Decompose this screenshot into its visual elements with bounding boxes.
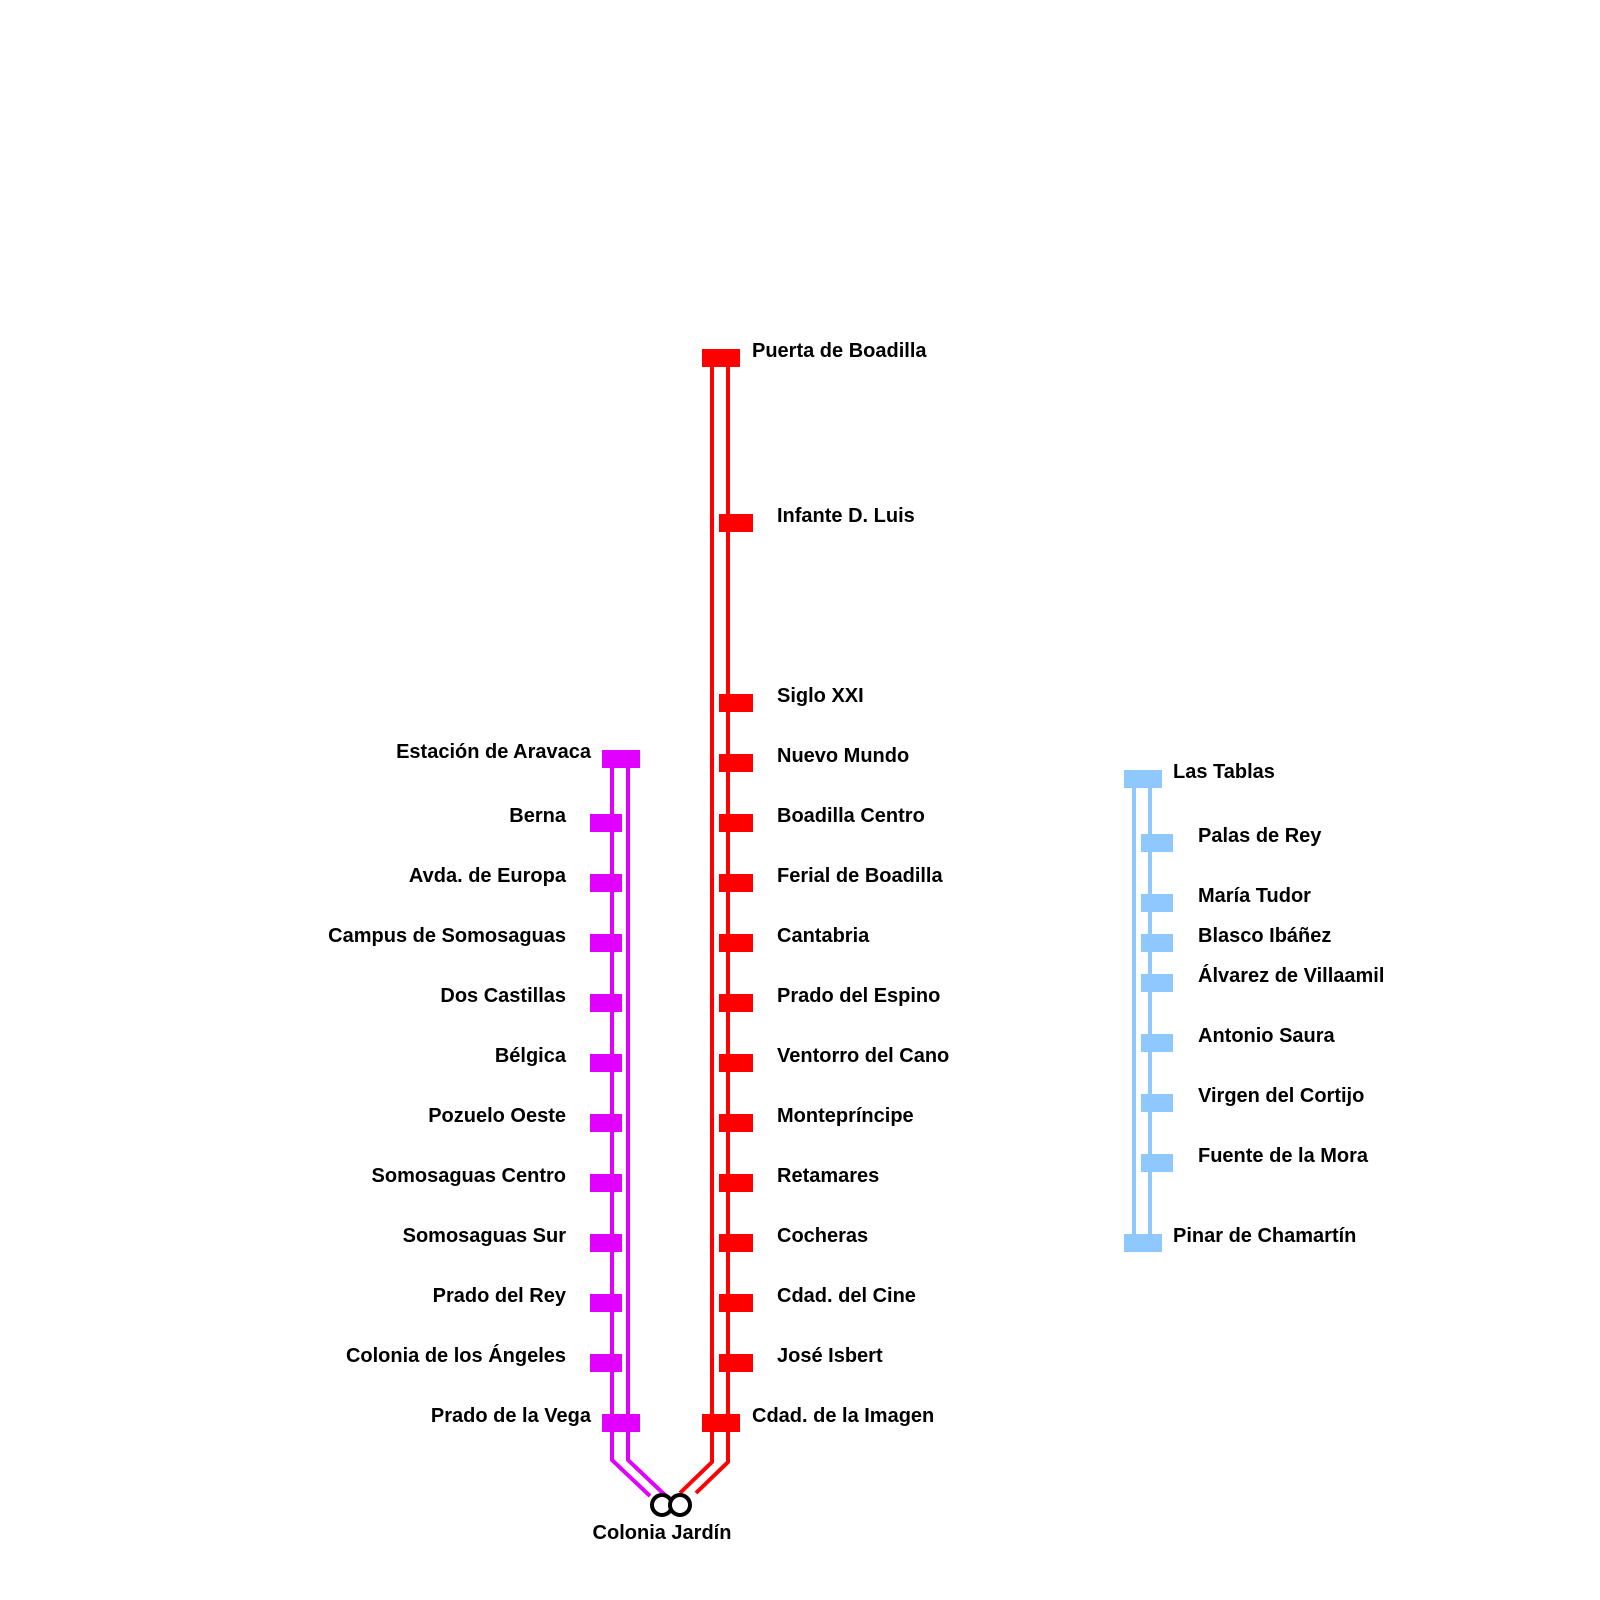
- station-label-prado-de-la-vega: Prado de la Vega: [431, 1405, 592, 1427]
- station-marker-retamares: [719, 1174, 753, 1192]
- red-line-track-1: [678, 365, 714, 1495]
- station-label-belgica: Bélgica: [495, 1045, 567, 1067]
- red-line-track-2: [694, 365, 730, 1495]
- station-label-boadilla-centro: Boadilla Centro: [777, 805, 925, 827]
- blue-line: Las Tablas Palas de Rey María Tudor Blasco …: [1124, 761, 1384, 1252]
- station-marker-dos-castillas: [590, 994, 622, 1012]
- station-marker-alvarez-de-villaamil: [1141, 974, 1173, 992]
- station-label-ventorro-del-cano: Ventorro del Cano: [777, 1045, 949, 1067]
- station-label-nuevo-mundo: Nuevo Mundo: [777, 745, 909, 767]
- station-marker-prado-del-rey: [590, 1294, 622, 1312]
- station-label-alvarez-de-villaamil: Álvarez de Villaamil: [1198, 964, 1384, 987]
- station-marker-berna: [590, 814, 622, 832]
- station-label-jose-isbert: José Isbert: [777, 1345, 883, 1367]
- station-marker-jose-isbert: [719, 1354, 753, 1372]
- station-marker-puerta-de-boadilla: [702, 349, 740, 367]
- station-label-dos-castillas: Dos Castillas: [440, 985, 566, 1007]
- station-label-palas-de-rey: Palas de Rey: [1198, 825, 1322, 847]
- station-label-berna: Berna: [509, 805, 567, 827]
- station-label-cantabria: Cantabria: [777, 925, 870, 947]
- station-marker-prado-del-espino: [719, 994, 753, 1012]
- station-label-virgen-del-cortijo: Virgen del Cortijo: [1198, 1085, 1364, 1107]
- station-label-puerta-de-boadilla: Puerta de Boadilla: [752, 340, 927, 362]
- station-label-prado-del-rey: Prado del Rey: [433, 1285, 567, 1307]
- station-marker-infante-d-luis: [719, 514, 753, 532]
- station-marker-blasco-ibanez: [1141, 934, 1173, 952]
- station-marker-somosaguas-centro: [590, 1174, 622, 1192]
- station-marker-monteprincipe: [719, 1114, 753, 1132]
- station-marker-cdad-de-la-imagen: [702, 1414, 740, 1432]
- station-marker-cocheras: [719, 1234, 753, 1252]
- station-marker-las-tablas: [1124, 770, 1162, 788]
- station-label-somosaguas-centro: Somosaguas Centro: [372, 1165, 566, 1187]
- station-marker-fuente-de-la-mora: [1141, 1154, 1173, 1172]
- station-marker-siglo-xxi: [719, 694, 753, 712]
- station-label-prado-del-espino: Prado del Espino: [777, 985, 940, 1007]
- station-marker-prado-de-la-vega: [602, 1414, 640, 1432]
- station-label-avda-de-europa: Avda. de Europa: [409, 865, 567, 887]
- station-marker-belgica: [590, 1054, 622, 1072]
- station-marker-ferial-de-boadilla: [719, 874, 753, 892]
- station-label-cdad-de-la-imagen: Cdad. de la Imagen: [752, 1405, 934, 1427]
- red-line: Puerta de Boadilla Infante D. Luis Siglo X…: [678, 340, 949, 1495]
- station-label-las-tablas: Las Tablas: [1173, 761, 1275, 783]
- station-marker-cdad-del-cine: [719, 1294, 753, 1312]
- station-label-monteprincipe: Montepríncipe: [777, 1105, 914, 1127]
- station-label-infante-d-luis: Infante D. Luis: [777, 505, 915, 527]
- station-marker-pozuelo-oeste: [590, 1114, 622, 1132]
- interchange-label: Colonia Jardín: [593, 1522, 732, 1544]
- station-marker-cantabria: [719, 934, 753, 952]
- colonia-jardin-interchange: Colonia Jardín: [593, 1493, 732, 1544]
- station-marker-ventorro-del-cano: [719, 1054, 753, 1072]
- station-label-retamares: Retamares: [777, 1165, 879, 1187]
- station-marker-boadilla-centro: [719, 814, 753, 832]
- station-marker-maria-tudor: [1141, 894, 1173, 912]
- magenta-line-track-2: [626, 766, 668, 1498]
- station-label-estacion-de-aravaca: Estación de Aravaca: [396, 741, 592, 763]
- station-marker-colonia-de-los-angeles: [590, 1354, 622, 1372]
- station-label-colonia-de-los-angeles: Colonia de los Ángeles: [346, 1344, 566, 1367]
- station-marker-antonio-saura: [1141, 1034, 1173, 1052]
- station-label-campus-de-somosaguas: Campus de Somosaguas: [328, 925, 566, 947]
- station-marker-pinar-de-chamartin: [1124, 1234, 1162, 1252]
- interchange-icon-right-ring: [668, 1493, 692, 1517]
- station-label-ferial-de-boadilla: Ferial de Boadilla: [777, 865, 943, 887]
- station-label-fuente-de-la-mora: Fuente de la Mora: [1198, 1145, 1369, 1167]
- station-label-somosaguas-sur: Somosaguas Sur: [403, 1225, 567, 1247]
- station-marker-somosaguas-sur: [590, 1234, 622, 1252]
- station-label-cdad-del-cine: Cdad. del Cine: [777, 1285, 916, 1307]
- magenta-line: Estación de Aravaca Berna Avda. de Europa C…: [328, 741, 668, 1498]
- station-label-pinar-de-chamartin: Pinar de Chamartín: [1173, 1225, 1356, 1247]
- station-marker-nuevo-mundo: [719, 754, 753, 772]
- station-marker-estacion-de-aravaca: [602, 750, 640, 768]
- station-label-antonio-saura: Antonio Saura: [1198, 1025, 1336, 1047]
- station-label-blasco-ibanez: Blasco Ibáñez: [1198, 925, 1331, 947]
- station-label-maria-tudor: María Tudor: [1198, 885, 1311, 907]
- station-label-siglo-xxi: Siglo XXI: [777, 685, 864, 707]
- station-label-pozuelo-oeste: Pozuelo Oeste: [428, 1105, 566, 1127]
- station-marker-campus-de-somosaguas: [590, 934, 622, 952]
- station-marker-virgen-del-cortijo: [1141, 1094, 1173, 1112]
- station-label-cocheras: Cocheras: [777, 1225, 868, 1247]
- station-marker-palas-de-rey: [1141, 834, 1173, 852]
- station-marker-avda-de-europa: [590, 874, 622, 892]
